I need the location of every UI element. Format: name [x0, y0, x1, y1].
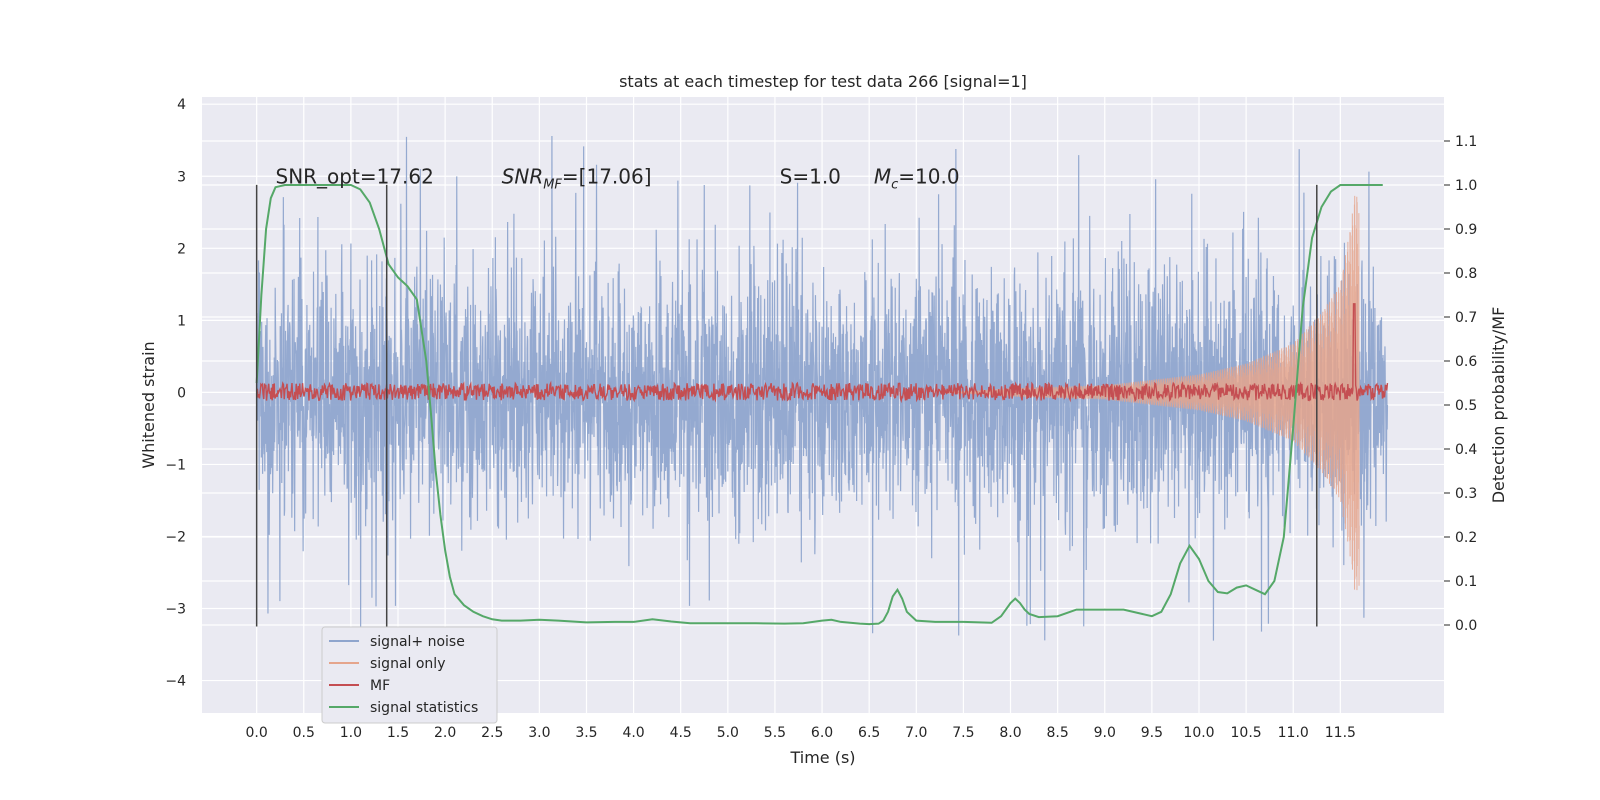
y-axis-label-right: Detection probability/MF — [1489, 307, 1508, 504]
y-tick-label-left: 4 — [177, 97, 186, 113]
x-tick-label: 9.5 — [1141, 725, 1163, 741]
y-tick-label-right: 0.5 — [1455, 398, 1477, 414]
y-tick-label-left: −1 — [165, 457, 186, 473]
annotation-s: S=1.0 — [780, 164, 841, 188]
x-tick-label: 11.0 — [1278, 725, 1309, 741]
y-tick-label-right: 1.0 — [1455, 178, 1477, 194]
legend-label-mf: MF — [370, 678, 390, 694]
y-tick-label-left: −4 — [165, 674, 186, 690]
annotation-snr-opt: SNR_opt=17.62 — [276, 164, 434, 188]
y-tick-label-right: 0.7 — [1455, 310, 1477, 326]
chart-title: stats at each timestep for test data 266… — [619, 72, 1027, 91]
y-tick-label-right: 0.6 — [1455, 354, 1477, 370]
series-signal-noise — [256, 135, 1389, 641]
y-tick-label-right: 0.4 — [1455, 442, 1477, 458]
y-tick-label-left: −2 — [165, 529, 186, 545]
y-tick-label-right: 1.1 — [1455, 134, 1477, 150]
x-tick-label: 7.0 — [905, 725, 927, 741]
legend-label-signal-only: signal only — [370, 656, 445, 672]
legend-label-signal-statistics: signal statistics — [370, 700, 478, 716]
y-tick-label-right: 0.1 — [1455, 574, 1477, 590]
x-tick-label: 5.5 — [764, 725, 786, 741]
y-tick-label-left: 0 — [177, 385, 186, 401]
x-axis-label: Time (s) — [789, 748, 855, 767]
vertical-markers — [255, 184, 1318, 627]
x-tick-label: 4.5 — [670, 725, 692, 741]
y-tick-label-left: 1 — [177, 313, 186, 329]
x-tick-label: 1.0 — [340, 725, 362, 741]
x-tick-label: 8.5 — [1047, 725, 1069, 741]
y-tick-label-right: 0.0 — [1455, 618, 1477, 634]
series-layer — [255, 135, 1389, 641]
y-axis-label-left: Whitened strain — [139, 341, 158, 468]
x-tick-label: 1.5 — [387, 725, 409, 741]
legend-label-signal-noise: signal+ noise — [370, 634, 465, 650]
x-tick-label: 6.5 — [858, 725, 880, 741]
series-signal-statistics — [255, 184, 1383, 626]
annotation-snr-mf: SNRMF=[17.06] — [502, 164, 652, 192]
legend-box — [321, 626, 498, 724]
x-tick-label: 6.0 — [811, 725, 833, 741]
annotation-mc: Mc=10.0 — [874, 164, 960, 192]
series-mf — [255, 303, 1389, 404]
x-tick-label: 0.5 — [293, 725, 315, 741]
y-tick-label-left: 3 — [177, 169, 186, 185]
tick-labels: 0.0 0.5 1.0 1.5 2.0 2.5 3.0 3.5 4.0 4.5 5.0 5.5 6.0 6… — [165, 97, 1477, 741]
x-tick-label: 7.5 — [952, 725, 974, 741]
y-tick-label-left: −3 — [165, 602, 186, 618]
x-tick-label: 2.0 — [434, 725, 456, 741]
x-tick-label: 5.0 — [717, 725, 739, 741]
x-tick-label: 0.0 — [246, 725, 268, 741]
x-tick-label: 11.5 — [1325, 725, 1356, 741]
x-tick-label: 8.0 — [999, 725, 1021, 741]
annotations: SNR_opt=17.62 SNRMF=[17.06] S=1.0 Mc=10.0 — [276, 164, 960, 192]
x-tick-label: 4.0 — [622, 725, 644, 741]
y-tick-label-left: 2 — [177, 241, 186, 257]
x-tick-label: 10.5 — [1231, 725, 1262, 741]
x-tick-label: 3.0 — [528, 725, 550, 741]
y-tick-label-right: 0.2 — [1455, 530, 1477, 546]
y-tick-label-right: 0.3 — [1455, 486, 1477, 502]
legend: signal+ noise signal only MF signal stat… — [321, 626, 498, 724]
x-tick-label: 3.5 — [575, 725, 597, 741]
x-tick-label: 10.0 — [1183, 725, 1214, 741]
x-tick-label: 2.5 — [481, 725, 503, 741]
y-tick-label-right: 0.9 — [1455, 222, 1477, 238]
y-tick-label-right: 0.8 — [1455, 266, 1477, 282]
x-tick-label: 9.0 — [1094, 725, 1116, 741]
